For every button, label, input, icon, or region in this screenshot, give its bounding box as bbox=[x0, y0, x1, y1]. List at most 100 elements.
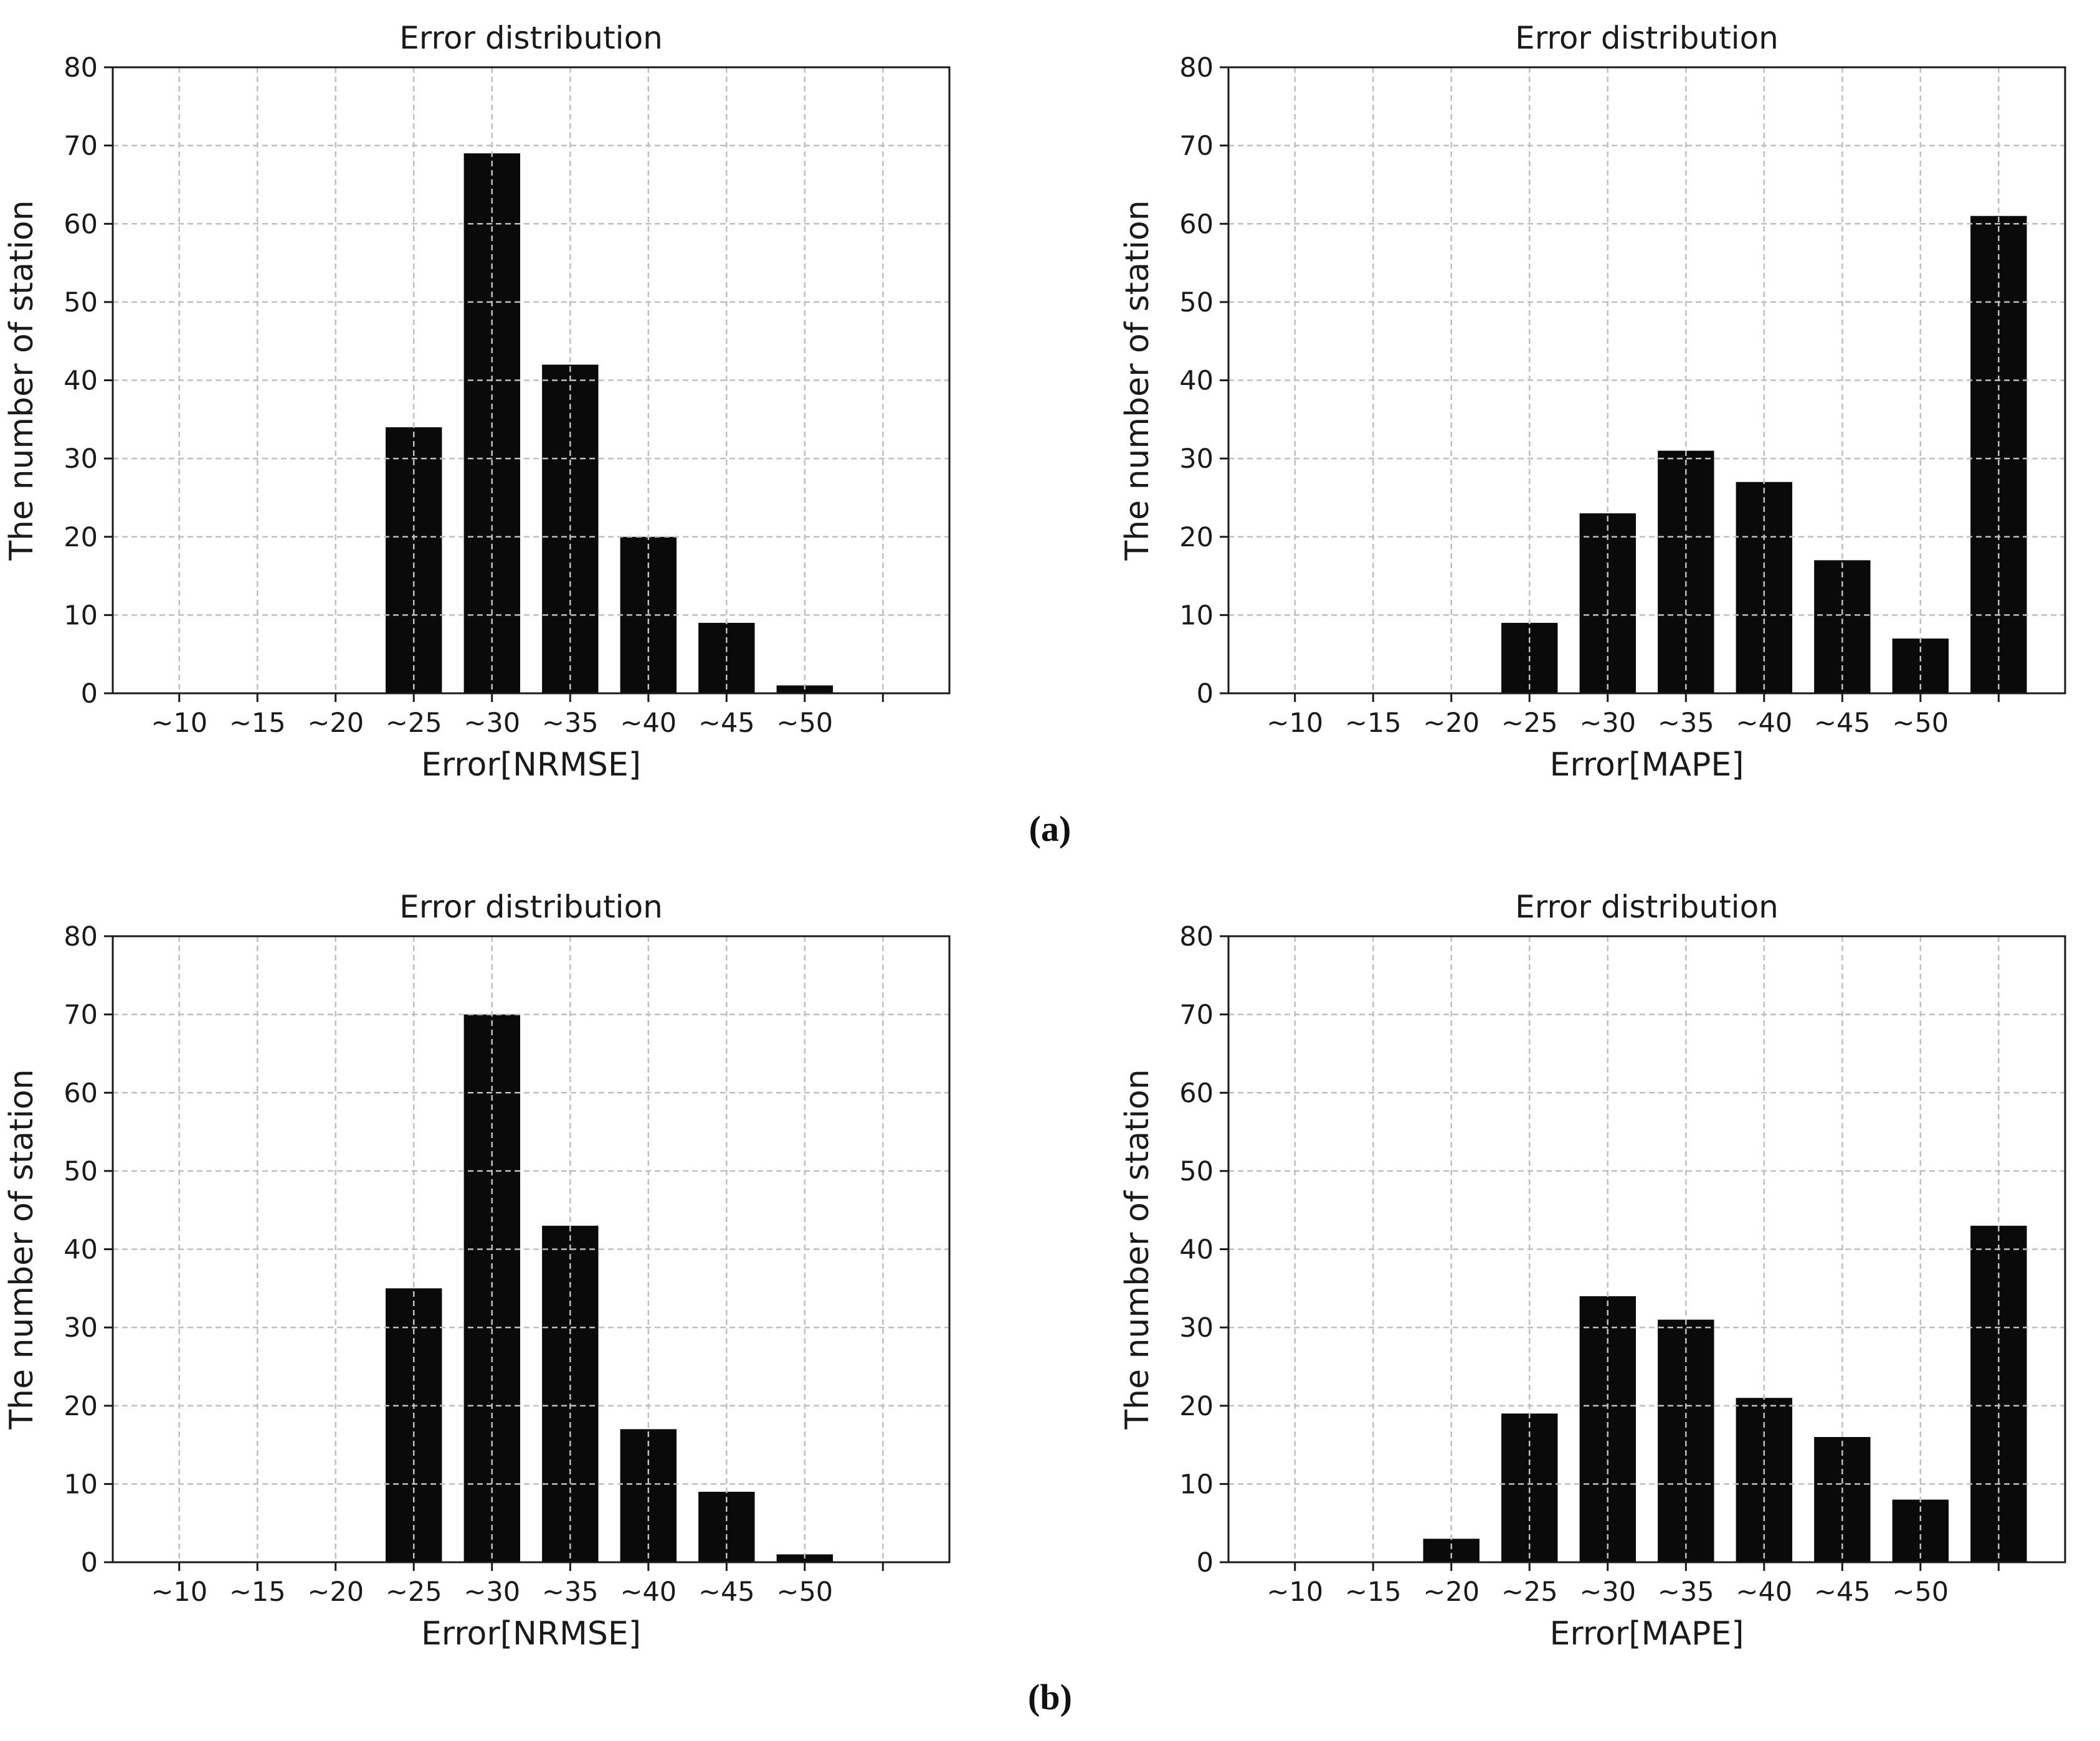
tick-labels: 0 10 20 30 40 50 60 70 80 ~10 ~15 ~20 ~25 ~30 ~35 ~40 ~4… bbox=[1179, 921, 1949, 1608]
y-tick-label: 70 bbox=[64, 131, 98, 162]
chart-title: Error distribution bbox=[1515, 889, 1779, 925]
y-tick-label: 20 bbox=[64, 522, 98, 553]
bar-~40 bbox=[620, 1429, 677, 1562]
y-axis-label: The number of station bbox=[1119, 1069, 1156, 1430]
axis-ticks bbox=[104, 66, 884, 702]
chart-title: Error distribution bbox=[399, 889, 663, 925]
y-tick-label: 20 bbox=[1179, 522, 1214, 553]
tick-labels: 0 10 20 30 40 50 60 70 80 ~10 ~15 ~20 ~25 ~30 ~35 ~40 ~4… bbox=[64, 52, 833, 739]
y-tick-label: 40 bbox=[64, 1235, 98, 1266]
x-tick-label: ~35 bbox=[1658, 1577, 1714, 1608]
x-tick-label: ~45 bbox=[698, 1577, 755, 1608]
x-tick-label: ~20 bbox=[307, 1577, 364, 1608]
bar-~35 bbox=[542, 1225, 599, 1562]
x-tick-label: ~15 bbox=[229, 1577, 286, 1608]
y-tick-label: 10 bbox=[1179, 1469, 1214, 1500]
panel-a-nrmse-plot: 0 10 20 30 40 50 60 70 80 ~10 ~15 ~20 ~25 ~30 ~35 ~40 ~4… bbox=[4, 20, 951, 784]
x-tick-label: ~20 bbox=[1423, 1577, 1480, 1608]
x-tick-label: ~15 bbox=[229, 708, 286, 739]
y-tick-label: 20 bbox=[64, 1391, 98, 1422]
y-axis-label: The number of station bbox=[4, 1069, 40, 1430]
y-axis-label: The number of station bbox=[4, 200, 40, 561]
y-tick-label: 60 bbox=[1179, 1078, 1214, 1109]
x-tick-label: ~50 bbox=[776, 708, 833, 739]
x-tick-label: ~10 bbox=[151, 708, 207, 739]
y-tick-label: 50 bbox=[64, 1156, 98, 1187]
y-tick-label: 40 bbox=[1179, 1235, 1214, 1266]
y-tick-label: 70 bbox=[1179, 131, 1214, 162]
y-tick-label: 80 bbox=[64, 52, 98, 83]
y-tick-label: 80 bbox=[1179, 921, 1214, 952]
bar-~20 bbox=[1423, 1539, 1480, 1562]
x-tick-label: ~30 bbox=[463, 1577, 520, 1608]
x-axis-label: Error[MAPE] bbox=[1550, 746, 1744, 784]
y-tick-label: 10 bbox=[64, 1469, 98, 1500]
y-tick-label: 30 bbox=[64, 1312, 98, 1344]
x-tick-label: ~10 bbox=[151, 1577, 207, 1608]
grid-lines bbox=[113, 936, 949, 1562]
x-tick-label: ~25 bbox=[1501, 708, 1558, 739]
x-tick-label: ~40 bbox=[1736, 1577, 1792, 1608]
x-tick-label: ~35 bbox=[542, 708, 599, 739]
x-tick-label: ~50 bbox=[1892, 708, 1949, 739]
chart-b-nrmse: 0 10 20 30 40 50 60 70 80 ~10 ~15 ~20 ~25 ~30 ~35 ~40 ~4… bbox=[4, 874, 963, 1653]
tick-labels: 0 10 20 30 40 50 60 70 80 ~10 ~15 ~20 ~25 ~30 ~35 ~40 ~4… bbox=[1179, 52, 1949, 739]
y-axis-label: The number of station bbox=[1119, 200, 1156, 561]
panel-b-nrmse-plot: 0 10 20 30 40 50 60 70 80 ~10 ~15 ~20 ~25 ~30 ~35 ~40 ~4… bbox=[4, 889, 951, 1653]
chart-title: Error distribution bbox=[1515, 20, 1779, 56]
y-tick-label: 0 bbox=[81, 1547, 98, 1578]
bar-~40 bbox=[1736, 482, 1792, 693]
x-axis-label: Error[NRMSE] bbox=[421, 1615, 641, 1653]
grid-lines bbox=[113, 67, 949, 693]
x-tick-label: ~45 bbox=[698, 708, 755, 739]
panel-b-row: 0 10 20 30 40 50 60 70 80 ~10 ~15 ~20 ~25 ~30 ~35 ~40 ~4… bbox=[0, 874, 2100, 1653]
x-tick-label: ~25 bbox=[1501, 1577, 1558, 1608]
y-tick-label: 70 bbox=[64, 1000, 98, 1031]
x-tick-label: ~40 bbox=[620, 1577, 677, 1608]
x-tick-label: ~45 bbox=[1814, 708, 1871, 739]
x-tick-label: ~15 bbox=[1345, 1577, 1402, 1608]
chart-title: Error distribution bbox=[399, 20, 663, 56]
x-tick-label: ~20 bbox=[1423, 708, 1480, 739]
x-tick-label: ~30 bbox=[1579, 1577, 1636, 1608]
bar-~45 bbox=[1814, 560, 1871, 693]
bar-~25 bbox=[386, 427, 442, 693]
x-tick-label: ~35 bbox=[542, 1577, 599, 1608]
y-tick-label: 80 bbox=[64, 921, 98, 952]
tick-labels: 0 10 20 30 40 50 60 70 80 ~10 ~15 ~20 ~25 ~30 ~35 ~40 ~4… bbox=[64, 921, 833, 1608]
chart-b-mape: 0 10 20 30 40 50 60 70 80 ~10 ~15 ~20 ~25 ~30 ~35 ~40 ~4… bbox=[1119, 874, 2079, 1653]
x-tick-label: ~50 bbox=[776, 1577, 833, 1608]
y-tick-label: 40 bbox=[64, 366, 98, 397]
bar-over50 bbox=[1970, 1225, 2027, 1562]
bars bbox=[1423, 1225, 2027, 1562]
y-tick-label: 0 bbox=[81, 678, 98, 709]
panel-a-caption: (a) bbox=[1029, 809, 1071, 849]
bar-~30 bbox=[1579, 1296, 1636, 1562]
axis-ticks bbox=[1220, 66, 2000, 702]
panel-b-caption: (b) bbox=[1028, 1676, 1072, 1717]
panel-b-mape-plot: 0 10 20 30 40 50 60 70 80 ~10 ~15 ~20 ~25 ~30 ~35 ~40 ~4… bbox=[1119, 889, 2066, 1653]
y-tick-label: 60 bbox=[64, 209, 98, 240]
x-tick-label: ~25 bbox=[386, 708, 442, 739]
y-tick-label: 0 bbox=[1197, 1547, 1214, 1578]
x-tick-label: ~30 bbox=[463, 708, 520, 739]
chart-a-mape: 0 10 20 30 40 50 60 70 80 ~10 ~15 ~20 ~25 ~30 ~35 ~40 ~4… bbox=[1119, 5, 2079, 784]
panel-a-mape-plot: 0 10 20 30 40 50 60 70 80 ~10 ~15 ~20 ~25 ~30 ~35 ~40 ~4… bbox=[1119, 20, 2066, 784]
y-tick-label: 50 bbox=[1179, 1156, 1214, 1187]
bars bbox=[1501, 216, 2027, 693]
y-tick-label: 60 bbox=[64, 1078, 98, 1109]
y-tick-label: 60 bbox=[1179, 209, 1214, 240]
grid-lines bbox=[1228, 67, 2065, 693]
x-tick-label: ~20 bbox=[307, 708, 364, 739]
bars bbox=[386, 1014, 833, 1562]
x-axis-label: Error[MAPE] bbox=[1550, 1615, 1744, 1653]
chart-a-nrmse: 0 10 20 30 40 50 60 70 80 ~10 ~15 ~20 ~25 ~30 ~35 ~40 ~4… bbox=[4, 5, 963, 784]
x-tick-label: ~35 bbox=[1658, 708, 1714, 739]
y-tick-label: 40 bbox=[1179, 366, 1214, 397]
y-tick-label: 0 bbox=[1197, 678, 1214, 709]
y-tick-label: 10 bbox=[64, 600, 98, 631]
y-tick-label: 20 bbox=[1179, 1391, 1214, 1422]
bars bbox=[386, 153, 833, 694]
y-tick-label: 80 bbox=[1179, 52, 1214, 83]
